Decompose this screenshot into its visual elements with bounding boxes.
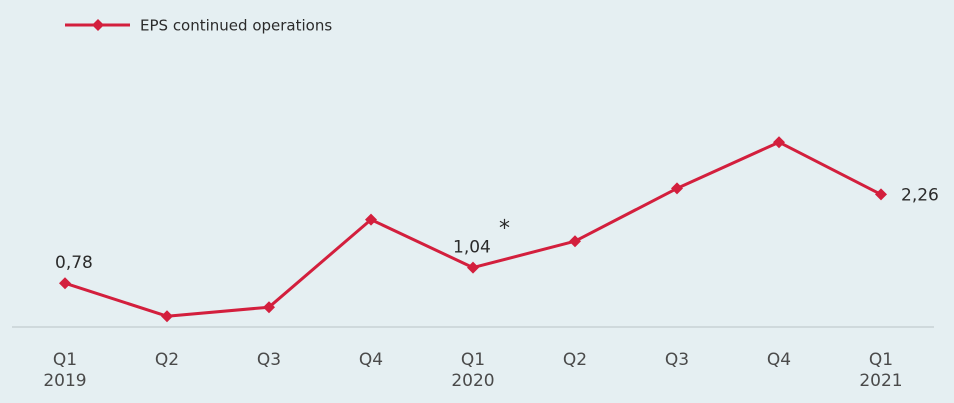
x-tick-label: Q3 [256,350,282,370]
data-point [365,213,377,226]
legend-marker [92,19,104,31]
x-tick-label: Q3 [664,350,690,370]
x-tick-label: Q4 [766,350,792,370]
data-point [569,235,581,248]
data-label: 2,26 [901,185,939,205]
data-label: 1,04 [453,238,491,258]
data-point [467,261,479,274]
data-label: 0,78 [55,253,93,273]
x-tick-label: Q4 [358,350,384,370]
annotation: * [499,217,510,242]
x-tick-label: Q1 2019 [43,350,87,391]
data-point [773,136,785,149]
data-point [263,301,275,314]
data-point [875,188,887,201]
x-tick-label: Q1 2021 [859,350,903,391]
data-point [671,182,683,195]
x-tick-label: Q2 [562,350,588,370]
x-tick-label: Q1 2020 [451,350,495,391]
series-line [64,140,882,318]
x-tick-label: Q2 [154,350,180,370]
data-point [161,310,173,323]
legend-label: EPS continued operations [140,17,332,35]
data-point [59,277,71,290]
